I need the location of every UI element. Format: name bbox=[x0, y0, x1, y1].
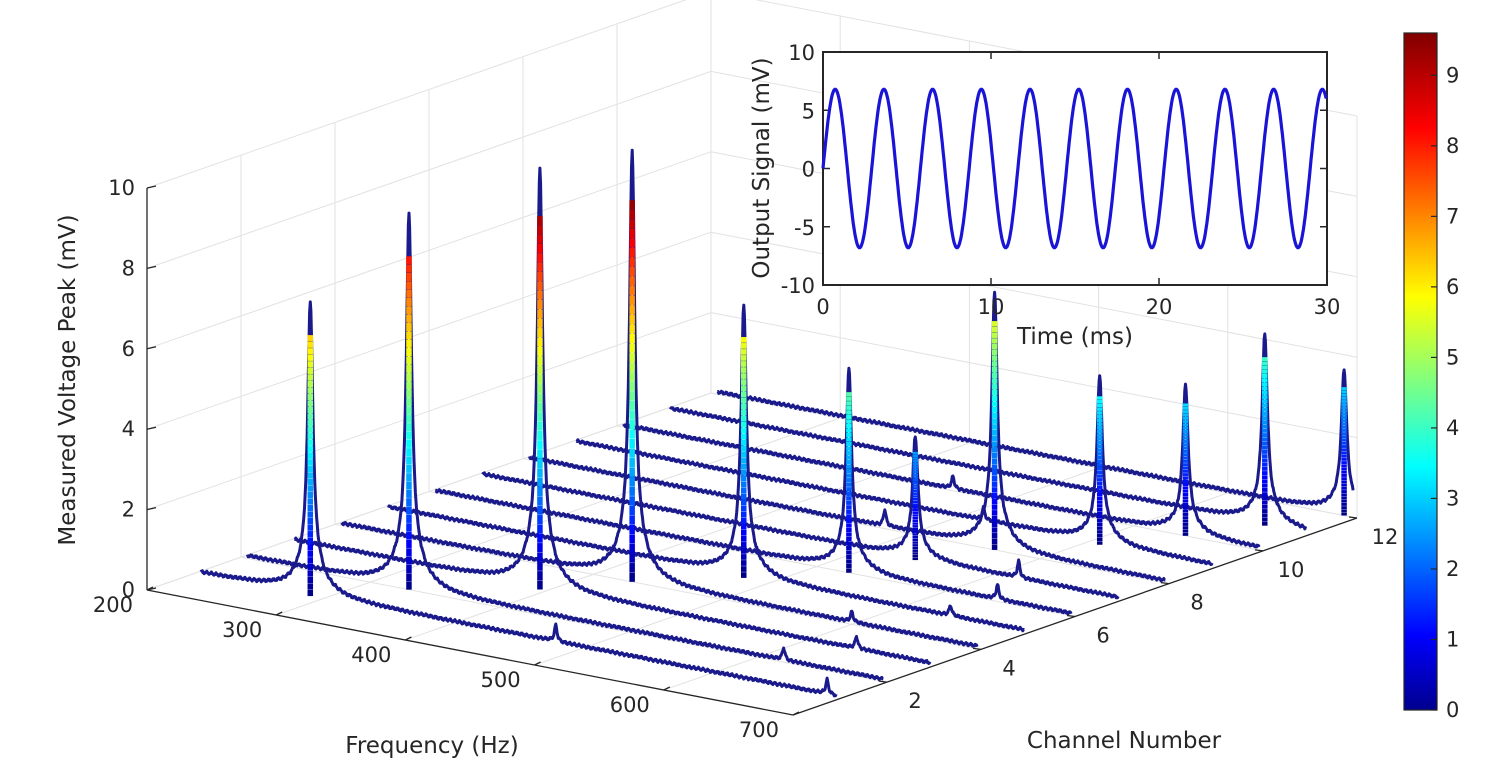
z-tick-mark bbox=[146, 265, 157, 270]
inset-x-tick-label: 10 bbox=[978, 295, 1005, 319]
x-tick-mark bbox=[405, 636, 412, 641]
x-tick-mark bbox=[275, 611, 283, 616]
colorbar-tick-label: 7 bbox=[1446, 204, 1459, 228]
series-line-channel-4 bbox=[340, 148, 979, 648]
grid-line bbox=[428, 491, 1076, 617]
z-axis-label: Measured Voltage Peak (mV) bbox=[55, 214, 81, 545]
x-tick-mark bbox=[663, 686, 671, 691]
z-tick-mark bbox=[146, 426, 157, 430]
x-tick-label: 500 bbox=[481, 668, 521, 692]
x-axis-line bbox=[146, 589, 794, 716]
series-line-channel-3 bbox=[293, 166, 932, 665]
z-tick-mark bbox=[146, 506, 157, 511]
inset-x-tick-label: 30 bbox=[1314, 295, 1341, 319]
y-tick-label: 2 bbox=[908, 689, 921, 713]
x-tick-mark bbox=[146, 586, 154, 591]
inset-y-tick-label: 10 bbox=[788, 41, 815, 65]
y-tick-mark bbox=[1160, 582, 1170, 585]
y-tick-label: 6 bbox=[1096, 624, 1109, 648]
x-tick-label: 400 bbox=[351, 643, 391, 667]
inset-signal-line bbox=[821, 87, 1328, 250]
z-tick-label: 4 bbox=[122, 417, 135, 441]
colorbar-tick-label: 0 bbox=[1446, 698, 1459, 722]
series-lines-3d bbox=[199, 148, 1355, 698]
x-tick-label: 300 bbox=[222, 618, 262, 642]
colorbar-tick-label: 3 bbox=[1446, 486, 1459, 510]
colorbar-tick-label: 9 bbox=[1446, 63, 1459, 87]
inset-y-tick-label: -10 bbox=[781, 274, 815, 298]
grid-line bbox=[240, 556, 888, 683]
series-line-channel-11 bbox=[669, 332, 1308, 531]
z-tick-mark bbox=[146, 346, 157, 350]
colorbar: 0 1 2 3 4 5 6 7 8 9 bbox=[1403, 32, 1459, 722]
y-tick-mark bbox=[972, 647, 982, 650]
inset-ticks: -10 -5 0 5 10 0 10 20 30 bbox=[781, 41, 1341, 319]
y-tick-mark bbox=[1348, 516, 1358, 519]
series-line-channel-2 bbox=[246, 211, 884, 682]
inset-x-label: Time (ms) bbox=[1016, 324, 1133, 350]
inset-x-tick-label: 0 bbox=[816, 295, 829, 319]
z-tick-label: 2 bbox=[122, 498, 135, 522]
colorbar-tick-label: 8 bbox=[1446, 134, 1459, 158]
series-line-channel-5 bbox=[387, 303, 1025, 633]
x-tick-label: 700 bbox=[739, 718, 779, 742]
colorbar-tick-label: 2 bbox=[1446, 557, 1459, 581]
colorbar-ticks: 0 1 2 3 4 5 6 7 8 9 bbox=[1431, 63, 1459, 722]
inset-y-tick-label: 0 bbox=[802, 158, 815, 182]
inset-x-tick-label: 20 bbox=[1146, 295, 1173, 319]
x-tick-label: 600 bbox=[610, 693, 650, 717]
series-line-channel-12 bbox=[716, 368, 1355, 506]
grid-line bbox=[710, 231, 1358, 358]
x-tick-label: 200 bbox=[93, 593, 133, 617]
inset-y-label: Output Signal (mV) bbox=[749, 57, 775, 278]
grid-line bbox=[710, 312, 1358, 439]
series-line-channel-7 bbox=[481, 435, 1120, 600]
z-tick-label: 0 bbox=[122, 578, 135, 602]
x-tick-mark bbox=[792, 711, 800, 716]
colorbar-gradient bbox=[1403, 32, 1438, 711]
colorbar-tick-label: 4 bbox=[1446, 416, 1459, 440]
inset-y-tick-label: -5 bbox=[794, 216, 815, 240]
x-axis-label: Frequency (Hz) bbox=[345, 733, 518, 759]
colorbar-tick-label: 1 bbox=[1446, 627, 1459, 651]
z-tick-mark bbox=[146, 185, 157, 189]
y-axis-label: Channel Number bbox=[1027, 728, 1222, 754]
y-tick-mark bbox=[1066, 614, 1076, 618]
series-line-channel-1 bbox=[199, 300, 838, 698]
z-tick-label: 8 bbox=[122, 256, 135, 280]
inset-y-tick-label: 5 bbox=[802, 99, 815, 123]
z-tick-label: 10 bbox=[108, 176, 135, 200]
series-line-channel-10 bbox=[622, 382, 1261, 549]
y-tick-label: 10 bbox=[1278, 558, 1305, 582]
y-tick-label: 8 bbox=[1190, 591, 1203, 615]
y-tick-mark bbox=[1254, 549, 1264, 552]
x-tick-mark bbox=[534, 661, 541, 666]
z-tick-label: 6 bbox=[122, 337, 135, 361]
series-line-channel-9 bbox=[575, 374, 1214, 566]
inset-plot: -10 -5 0 5 10 0 10 20 30 Output Signal (mV) Time… bbox=[749, 41, 1340, 350]
colorbar-tick-label: 5 bbox=[1446, 345, 1459, 369]
y-tick-label: 4 bbox=[1002, 656, 1015, 680]
inset-frame bbox=[822, 51, 1328, 286]
y-tick-mark bbox=[878, 680, 888, 683]
colorbar-tick-label: 6 bbox=[1446, 275, 1459, 299]
axes-3d bbox=[146, 185, 1358, 716]
y-tick-label: 12 bbox=[1372, 525, 1399, 549]
